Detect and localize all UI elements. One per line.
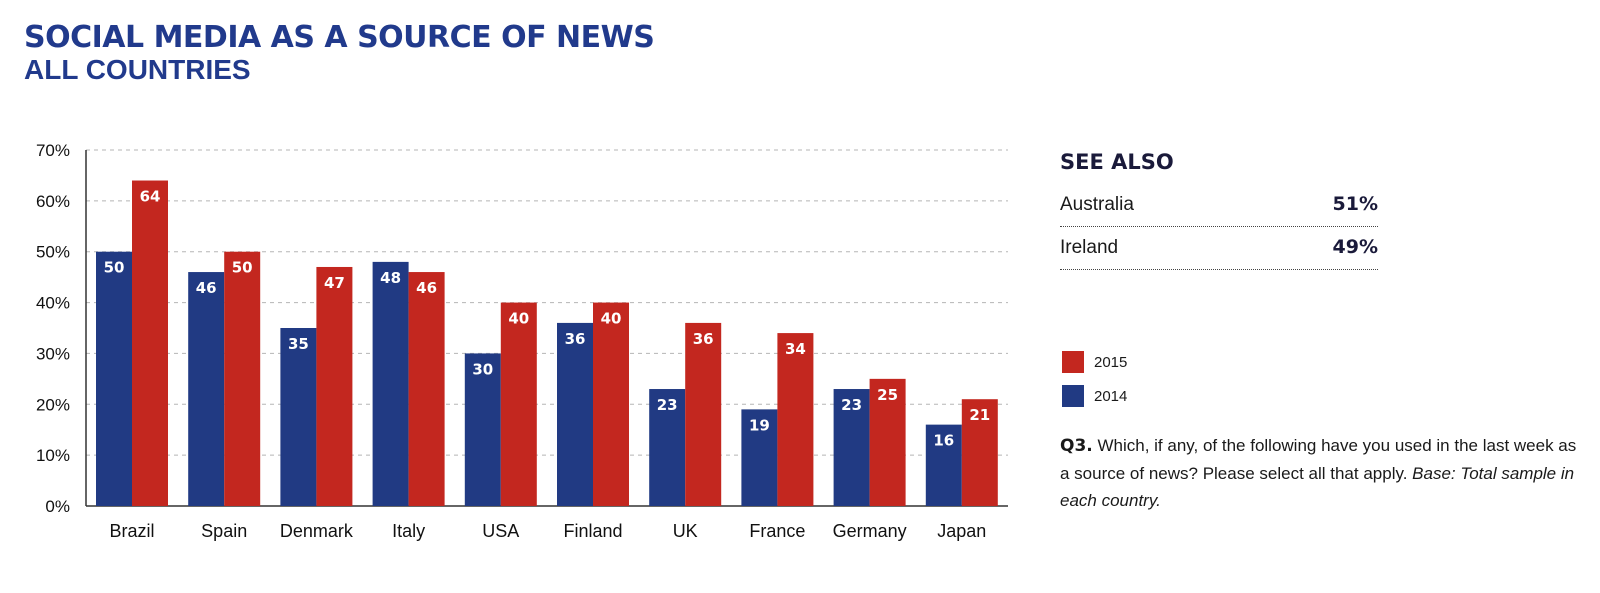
bar-value-label: 46 — [416, 279, 437, 297]
y-axis-ticks: 0% 10% 20% 30% 40% 50% 60% 70% — [36, 141, 70, 516]
y-tick-label: 70% — [36, 141, 70, 160]
y-tick-label: 50% — [36, 243, 70, 262]
x-category-label: UK — [673, 521, 698, 541]
legend: 2015 2014 — [1062, 345, 1127, 413]
bar-value-label: 48 — [380, 269, 401, 287]
bar-value-label: 19 — [749, 416, 770, 434]
bar-2015-uk — [685, 322, 722, 506]
legend-swatch-2014 — [1062, 385, 1084, 407]
bar-2015-france — [777, 333, 814, 506]
bar-value-label: 23 — [657, 396, 678, 414]
x-axis-labels: Brazil Spain Denmark Italy USA Finland UK Franc… — [109, 521, 986, 541]
bar-2015-brazil — [132, 180, 168, 506]
question-label: Q3. — [1060, 436, 1093, 456]
y-tick-label: 30% — [36, 344, 70, 363]
bar-2014-spain — [188, 272, 225, 506]
bar-2014-japan — [925, 424, 962, 506]
x-category-label: Italy — [392, 521, 425, 541]
bar-2014-france — [741, 409, 778, 506]
bar-value-label: 35 — [288, 335, 309, 353]
legend-label: 2015 — [1094, 353, 1128, 371]
y-tick-label: 60% — [36, 192, 70, 211]
bar-value-label: 30 — [472, 360, 493, 378]
bar-value-label: 34 — [785, 340, 806, 358]
legend-item-2014: 2014 — [1062, 379, 1127, 413]
see-also-label: Ireland — [1060, 237, 1119, 258]
bar-chart: 0% 10% 20% 30% 40% 50% 60% 70% 50 64 46 50 35 47 48 46… — [36, 141, 1008, 541]
bar-value-label: 40 — [601, 310, 622, 328]
bar-value-label: 46 — [196, 279, 217, 297]
bar-2015-usa — [500, 302, 537, 506]
y-tick-label: 0% — [45, 497, 70, 516]
x-category-label: Denmark — [280, 521, 354, 541]
bar-2015-denmark — [316, 266, 353, 506]
chart-title: SOCIAL MEDIA AS A SOURCE OF NEWS — [24, 20, 655, 55]
bar-value-label: 47 — [324, 274, 345, 292]
question-text: Which, if any, of the following have you… — [1060, 436, 1577, 483]
bar-2015-japan — [961, 399, 998, 506]
bar-2014-usa — [464, 353, 501, 506]
see-also-value: 49% — [1332, 236, 1378, 258]
bar-2014-finland — [557, 322, 593, 506]
bar-value-label: 25 — [877, 386, 898, 404]
bars: 50 64 46 50 35 47 48 46 30 40 36 40 23 36 19 34 23 25 16 21 — [96, 180, 998, 506]
bar-2015-spain — [224, 251, 261, 506]
bar-value-label: 36 — [693, 330, 714, 348]
x-category-label: France — [749, 521, 805, 541]
see-also-row-australia: Australia 51% — [1060, 188, 1378, 227]
see-also-value: 51% — [1332, 193, 1378, 215]
y-tick-label: 20% — [36, 395, 70, 414]
x-category-label: Japan — [937, 521, 986, 541]
see-also-row-ireland: Ireland 49% — [1060, 231, 1378, 270]
bar-value-label: 64 — [140, 188, 161, 206]
bar-value-label: 21 — [969, 406, 990, 424]
x-category-label: Spain — [201, 521, 247, 541]
bar-2014-brazil — [96, 251, 132, 506]
y-tick-label: 40% — [36, 294, 70, 313]
bar-2015-finland — [593, 302, 629, 506]
bar-value-label: 40 — [508, 310, 529, 328]
bar-2015-germany — [869, 378, 906, 506]
x-category-label: Finland — [563, 521, 622, 541]
bar-value-label: 50 — [104, 259, 125, 277]
bar-2014-uk — [649, 389, 686, 506]
legend-swatch-2015 — [1062, 351, 1084, 373]
footnote: Q3. Which, if any, of the following have… — [1060, 432, 1590, 514]
bar-2014-italy — [372, 261, 409, 506]
x-category-label: Germany — [833, 521, 907, 541]
see-also-label: Australia — [1060, 194, 1134, 215]
bar-2015-italy — [408, 272, 445, 506]
bar-value-label: 36 — [565, 330, 586, 348]
bar-value-label: 50 — [232, 259, 253, 277]
legend-label: 2014 — [1094, 387, 1128, 405]
bar-2014-germany — [833, 389, 870, 506]
bar-value-label: 16 — [933, 432, 954, 450]
base-text: Base: Total sample in each country. — [1060, 464, 1575, 510]
bar-2014-denmark — [280, 328, 317, 506]
x-category-label: Brazil — [109, 521, 154, 541]
chart-subtitle: ALL COUNTRIES — [24, 54, 251, 85]
see-also-panel: SEE ALSO Australia 51% Ireland 49% — [1060, 150, 1378, 274]
legend-item-2015: 2015 — [1062, 345, 1127, 379]
y-tick-label: 10% — [36, 446, 70, 465]
see-also-title: SEE ALSO — [1060, 150, 1174, 174]
bar-value-label: 23 — [841, 396, 862, 414]
x-category-label: USA — [482, 521, 519, 541]
